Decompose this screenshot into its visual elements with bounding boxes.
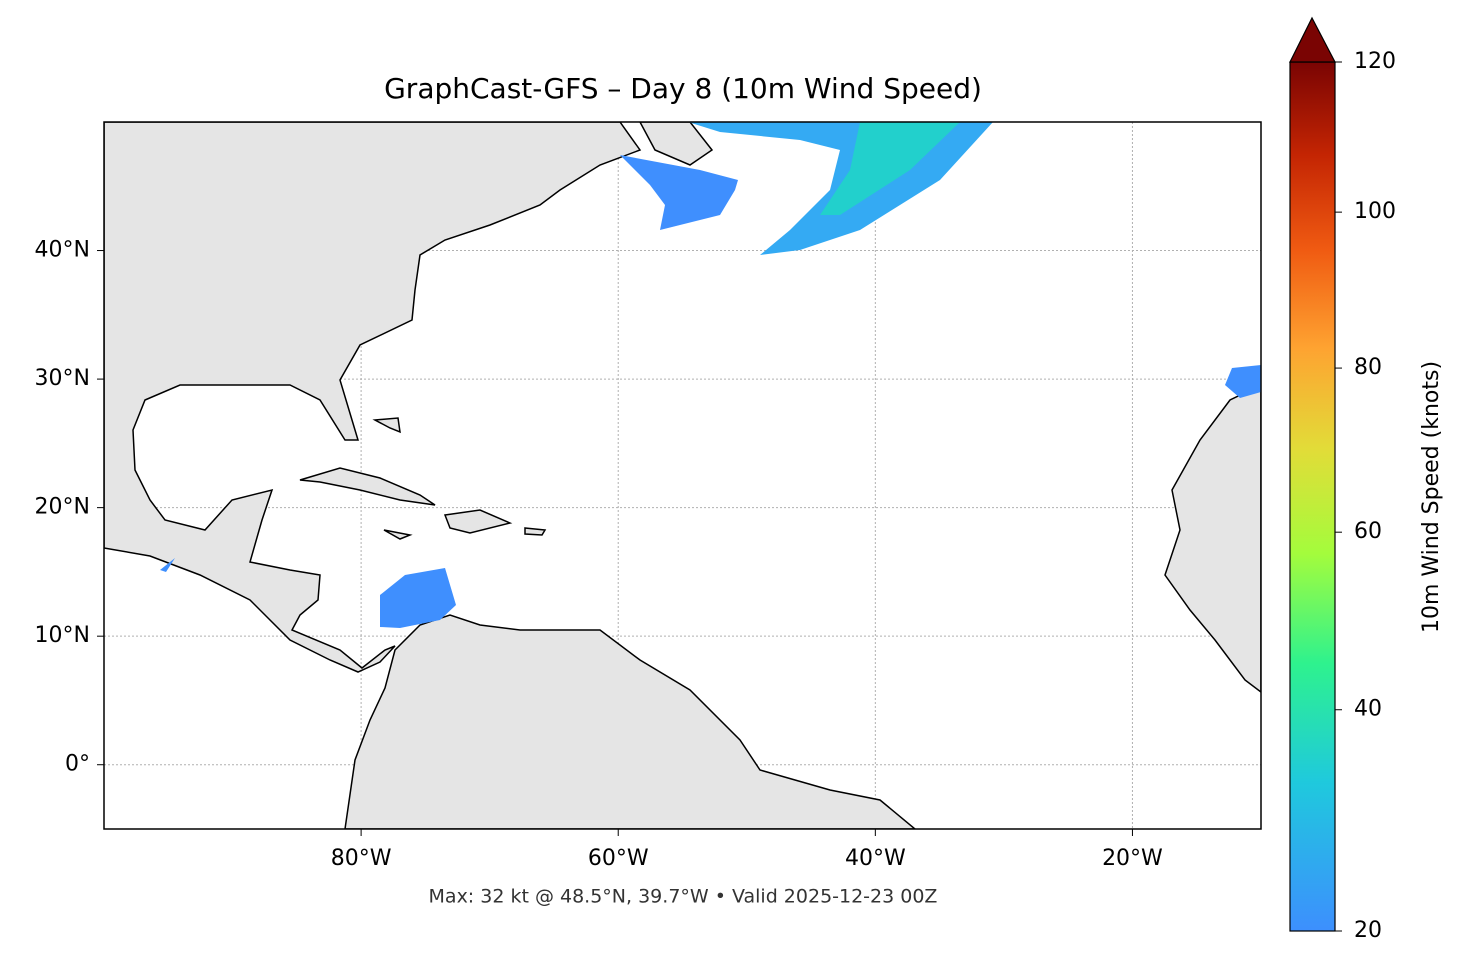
axes-frame [103,121,1262,830]
wind-core [820,122,960,215]
y-tick-label: 30°N [35,366,90,391]
wind-patch [1225,365,1261,398]
y-tick-label: 20°N [35,495,90,520]
colorbar-label: 10m Wind Speed (knots) [1419,361,1444,633]
y-tick-label: 0° [65,752,90,777]
jamaica [383,529,413,540]
north-america [104,122,642,673]
x-tick-label: 60°W [588,846,649,871]
x-tick-label: 80°W [331,846,392,871]
x-tick-label: 20°W [1102,846,1163,871]
colorbar-tick-label: 120 [1354,49,1396,74]
colorbar-tick-label: 100 [1354,199,1396,224]
africa [1164,384,1261,693]
wind-patch [380,568,456,628]
wind-patch [160,558,175,572]
cuba [299,467,436,506]
colorbar [1289,61,1336,932]
wind-patch [620,155,738,230]
colorbar-tick-label: 60 [1354,519,1382,544]
hispaniola [443,509,513,534]
puerto-rico [524,527,547,536]
bahamas [372,417,401,434]
south-america [344,614,917,829]
y-tick-label: 10°N [35,623,90,648]
newfoundland [639,122,714,166]
x-tick-label: 40°W [845,846,906,871]
colorbar-extend [1289,16,1336,63]
annotation: Max: 32 kt @ 48.5°N, 39.7°W • Valid 2025… [429,886,938,908]
chart-title: GraphCast-GFS – Day 8 (10m Wind Speed) [384,72,982,105]
colorbar-tick-label: 20 [1354,918,1382,943]
colorbar-tick-label: 80 [1354,355,1382,380]
colorbar-tick-label: 40 [1354,697,1382,722]
y-tick-label: 40°N [35,238,90,263]
basemap [104,122,1261,829]
